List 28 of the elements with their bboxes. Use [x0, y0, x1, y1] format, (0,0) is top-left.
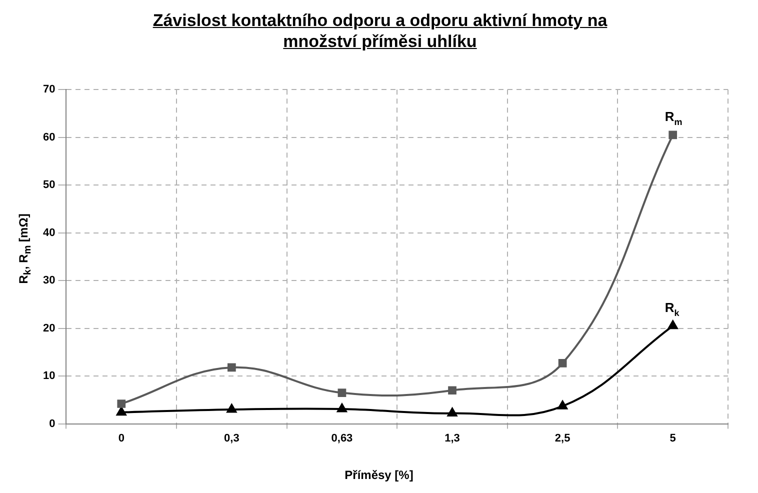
chart-title: Závislost kontaktního odporu a odporu aktivní hmoty na množství příměsi uhlíku [152, 10, 608, 52]
y-tick-label: 70 [42, 84, 56, 96]
point [558, 400, 568, 410]
point [447, 408, 458, 417]
point [117, 400, 126, 408]
y-tick-label: 10 [42, 370, 56, 382]
y-tick-label: 0 [49, 418, 56, 430]
x-axis-title: Příměsy [%] [344, 468, 414, 482]
point [338, 388, 346, 397]
point [116, 406, 126, 416]
point [668, 320, 678, 330]
x-tick-label: 0,63 [331, 432, 353, 444]
x-tick-label: 5 [670, 432, 676, 444]
point [448, 386, 456, 395]
y-tick-label: 50 [42, 179, 56, 192]
point [668, 130, 678, 140]
y-tick-label: 30 [42, 274, 56, 287]
y-tick-label: 60 [42, 131, 56, 144]
y-tick-label: 40 [42, 226, 56, 239]
y-tick-label: 20 [42, 322, 56, 334]
point [227, 363, 236, 372]
x-tick-label: 2,5 [554, 432, 570, 444]
point [337, 404, 347, 412]
point [558, 358, 567, 368]
x-tick-label: 1,3 [444, 432, 460, 444]
point [226, 404, 237, 413]
x-tick-label: 0 [118, 432, 124, 444]
x-tick-label: 0,3 [224, 432, 240, 444]
